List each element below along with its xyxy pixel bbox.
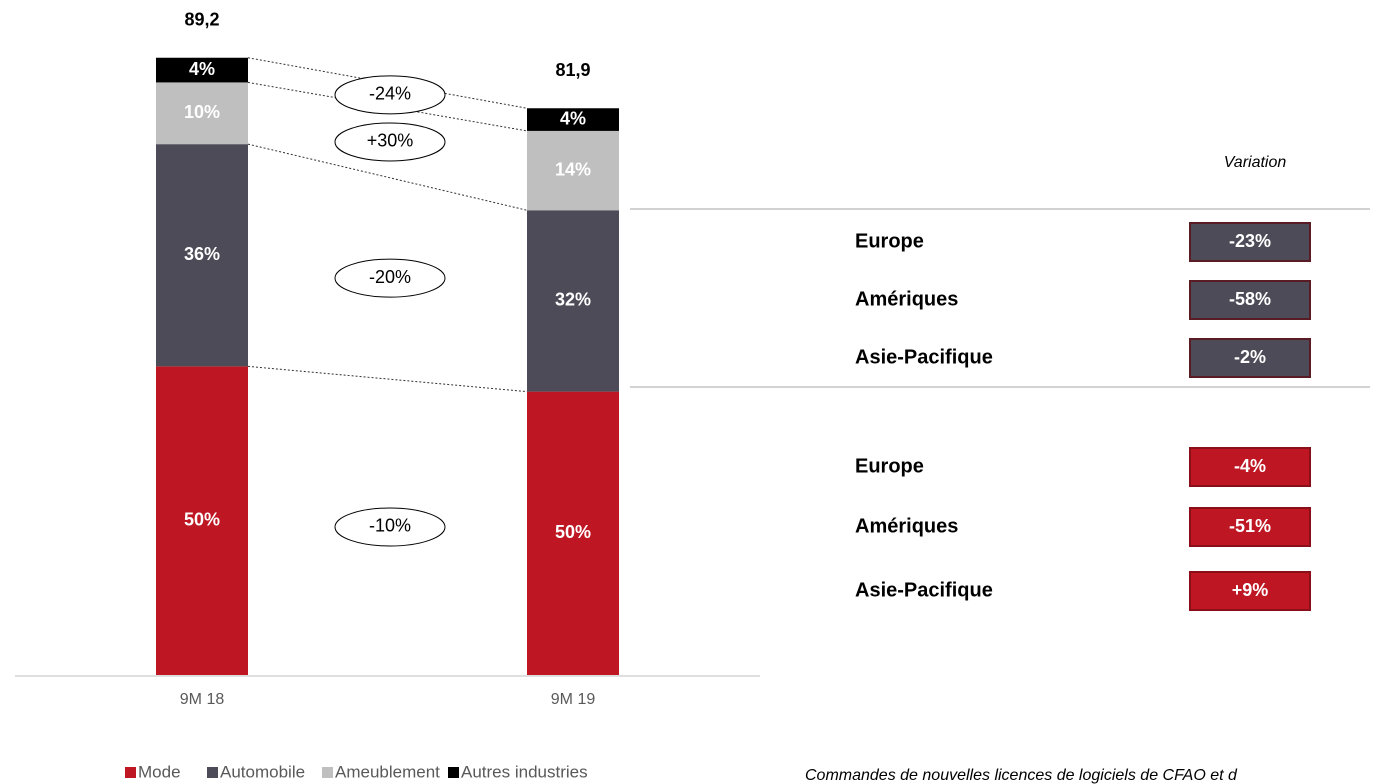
total-label: 81,9 xyxy=(555,60,590,80)
variation-box xyxy=(1189,571,1311,611)
change-label: -10% xyxy=(369,516,411,536)
change-label: -24% xyxy=(369,84,411,104)
change-oval xyxy=(334,507,446,547)
region-label: Asie-Pacifique xyxy=(855,346,993,368)
region-label: Asie-Pacifique xyxy=(855,579,993,601)
total-label: 89,2 xyxy=(184,9,219,29)
segment-label: 10% xyxy=(184,102,220,122)
change-oval xyxy=(334,122,446,162)
region-label: Europe xyxy=(855,455,924,477)
variation-label: -4% xyxy=(1234,456,1266,476)
connector xyxy=(247,365,528,393)
segment-label: 32% xyxy=(555,290,591,310)
variation-box xyxy=(1189,507,1311,547)
change-oval xyxy=(334,75,446,115)
legend-swatch xyxy=(448,767,459,778)
segment-label: 50% xyxy=(184,509,220,529)
legend-swatch xyxy=(322,767,333,778)
variation-label: -23% xyxy=(1229,231,1271,251)
segment-label: 4% xyxy=(189,59,215,79)
bar-segment xyxy=(527,108,619,131)
variation-label: -58% xyxy=(1229,289,1271,309)
legend-label: Ameublement xyxy=(335,762,440,781)
variation-label: -2% xyxy=(1234,347,1266,367)
change-label: +30% xyxy=(367,131,414,151)
bar-segment xyxy=(156,57,248,83)
legend-label: Mode xyxy=(138,762,181,781)
region-label: Europe xyxy=(855,230,924,252)
legend-swatch xyxy=(125,767,136,778)
variation-box xyxy=(1189,222,1311,262)
panel-header: Variation xyxy=(1224,154,1287,171)
bar-segment xyxy=(156,144,248,367)
variation-box xyxy=(1189,338,1311,378)
legend-swatch xyxy=(207,767,218,778)
variation-label: +9% xyxy=(1232,580,1269,600)
region-label: Amériques xyxy=(855,515,958,537)
variation-label: -51% xyxy=(1229,516,1271,536)
segment-label: 14% xyxy=(555,159,591,179)
footnote: Commandes de nouvelles licences de logic… xyxy=(805,767,1238,784)
x-tick-label: 9M 18 xyxy=(180,691,225,708)
segment-label: 4% xyxy=(560,108,586,128)
segment-label: 36% xyxy=(184,244,220,264)
bar-segment xyxy=(527,130,619,211)
change-oval xyxy=(334,258,446,298)
region-label: Amériques xyxy=(855,288,958,310)
legend-label: Autres industries xyxy=(461,762,588,781)
change-label: -20% xyxy=(369,267,411,287)
bar-segment xyxy=(156,82,248,145)
x-tick-label: 9M 19 xyxy=(551,691,596,708)
variation-box xyxy=(1189,447,1311,487)
legend-label: Automobile xyxy=(220,762,305,781)
bar-segment xyxy=(527,210,619,392)
variation-box xyxy=(1189,280,1311,320)
segment-label: 50% xyxy=(555,522,591,542)
bar-segment xyxy=(156,366,248,675)
bar-segment xyxy=(527,391,619,675)
